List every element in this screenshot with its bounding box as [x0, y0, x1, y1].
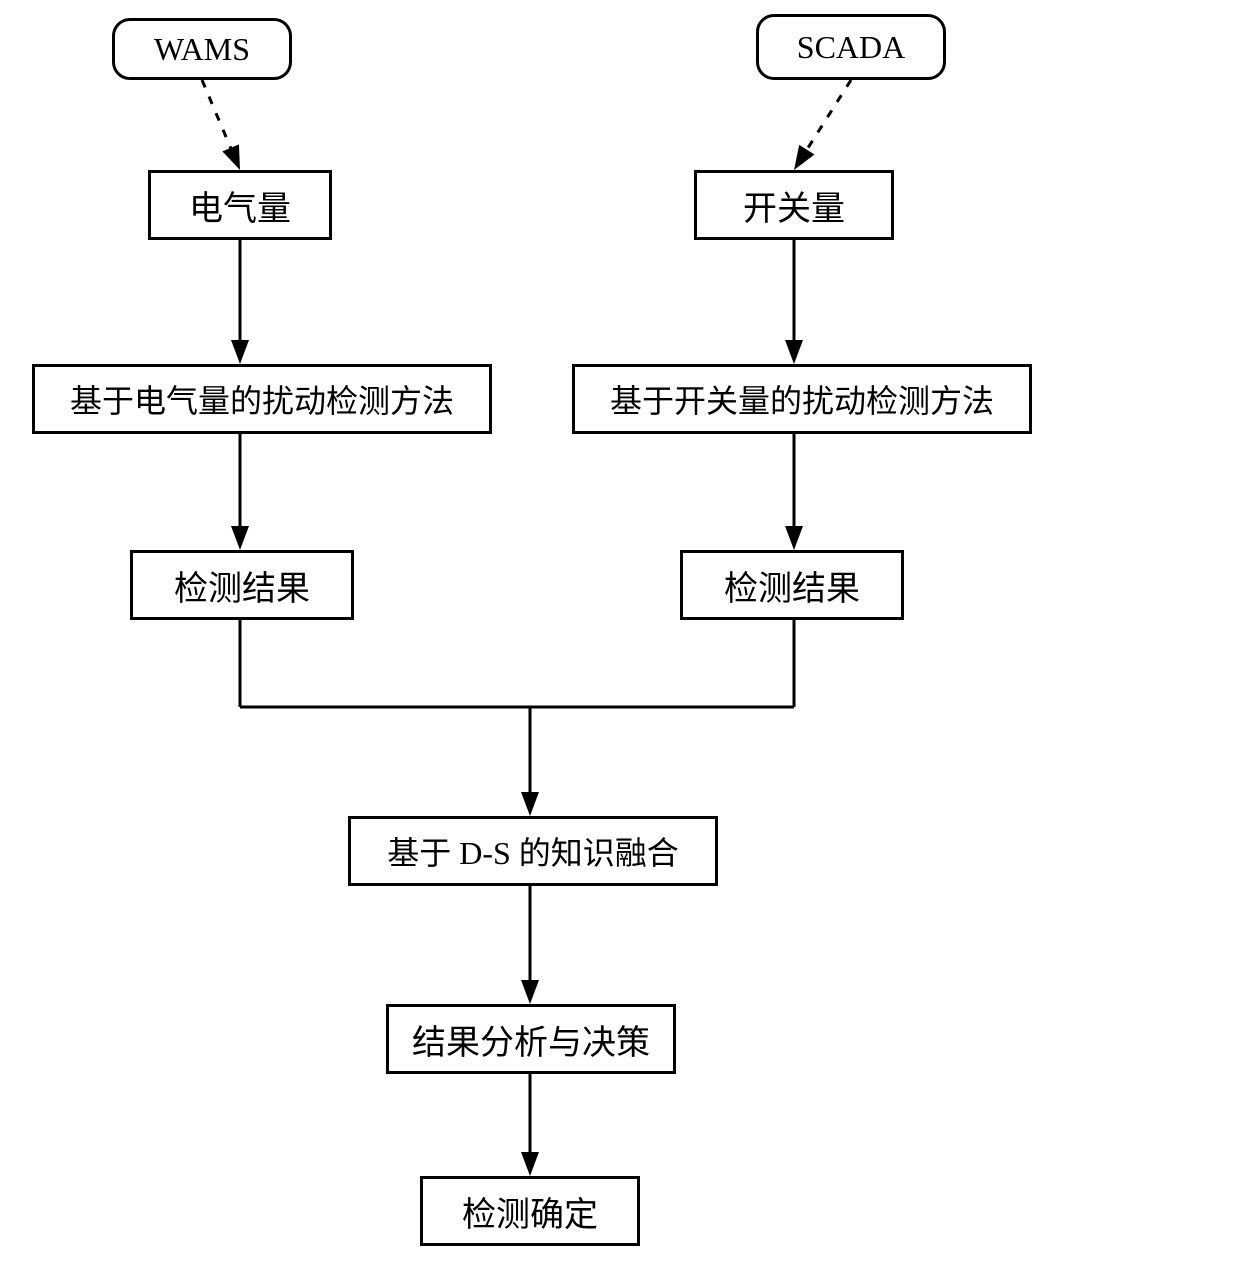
flow-edges: [0, 0, 1240, 1276]
